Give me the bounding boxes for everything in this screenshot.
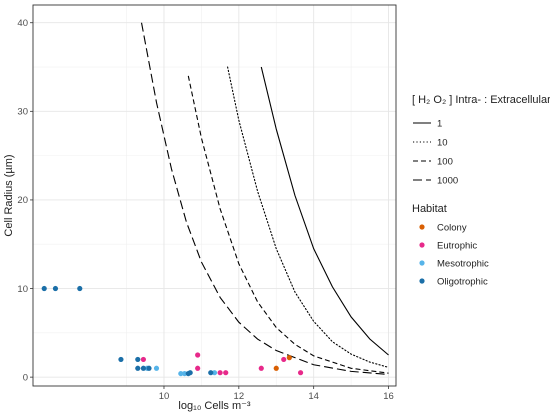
axes: 10 12 14 16 0 10 20 30 40 log₁₀ Cells m⁻³ Cell Rad… — [3, 18, 394, 412]
x-tick-label: 14 — [308, 391, 319, 402]
data-point-mesotrophic — [181, 370, 188, 377]
legend-label-habitat: Eutrophic — [437, 241, 477, 252]
panel-background — [33, 5, 396, 386]
data-point-mesotrophic — [211, 370, 218, 376]
series-line-1 — [260, 66, 389, 356]
y-tick-label: 20 — [17, 195, 28, 206]
data-point-eutrophic — [297, 370, 304, 376]
data-point-eutrophic — [217, 370, 223, 376]
data-point-mesotrophic — [153, 365, 160, 371]
data-point-mesotrophic — [178, 370, 184, 377]
data-point-oligotrophic — [146, 365, 152, 371]
data-point-eutrophic — [195, 365, 201, 371]
legend-key-eutrophic — [419, 242, 425, 248]
x-tick-label: 10 — [159, 391, 170, 402]
x-tick-label: 12 — [234, 391, 245, 402]
data-point-oligotrophic — [208, 370, 214, 376]
data-point-eutrophic — [195, 352, 201, 358]
data-point-oligotrophic — [135, 365, 141, 371]
data-point-eutrophic — [223, 370, 229, 376]
legend-label-habitat: Oligotrophic — [437, 277, 488, 288]
plot-area — [32, 4, 397, 387]
legend-key-mesotrophic — [419, 260, 425, 266]
legends: [ H₂ O₂ ] Intra- : Extracellular 1 10 100 10… — [412, 94, 550, 288]
legend-key-oligotrophic — [419, 278, 425, 284]
legend-label-ratio: 1 — [437, 119, 442, 130]
y-tick-label: 40 — [17, 18, 28, 29]
y-axis-title: Cell Radius (µm) — [3, 154, 15, 236]
legend-key-colony — [419, 224, 425, 230]
data-point-oligotrophic — [41, 285, 47, 292]
data-point-oligotrophic — [77, 285, 83, 292]
y-tick-label: 10 — [17, 284, 28, 295]
x-tick-label: 16 — [383, 391, 394, 402]
data-point-colony — [286, 355, 292, 361]
data-point-eutrophic — [258, 365, 264, 371]
legend-label-ratio: 1000 — [437, 176, 458, 187]
legend-title-habitat: Habitat — [412, 203, 447, 215]
panel-border — [32, 4, 397, 387]
data-point-oligotrophic — [140, 365, 146, 371]
data-point-oligotrophic — [187, 370, 193, 376]
data-point-oligotrophic — [135, 356, 141, 363]
legend-label-ratio: 10 — [437, 138, 448, 149]
legend-label-habitat: Colony — [437, 223, 467, 234]
series-line-1000 — [140, 22, 389, 376]
series-line-10 — [227, 66, 390, 368]
data-point-eutrophic — [140, 356, 146, 363]
y-tick-label: 30 — [17, 107, 28, 118]
data-point-oligotrophic — [52, 285, 59, 292]
x-axis-title: log₁₀ Cells m⁻³ — [178, 400, 250, 412]
data-point-colony — [273, 365, 279, 371]
y-tick-label: 0 — [23, 372, 28, 383]
series-line-100 — [187, 75, 389, 374]
data-point-eutrophic — [281, 356, 287, 363]
data-point-oligotrophic — [118, 356, 124, 363]
legend-label-habitat: Mesotrophic — [437, 259, 489, 270]
legend-title-ratio: [ H₂ O₂ ] Intra- : Extracellular — [412, 94, 550, 106]
legend-label-ratio: 100 — [437, 157, 453, 168]
